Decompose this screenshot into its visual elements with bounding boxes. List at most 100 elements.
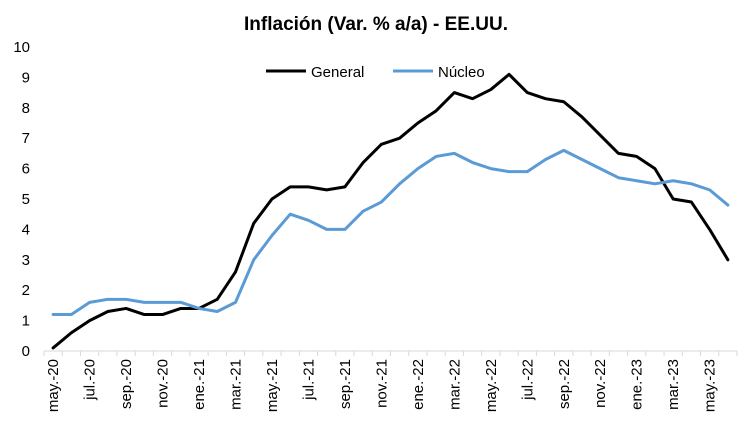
y-tick-label: 5 — [22, 191, 30, 208]
x-tick-label: ene.-23 — [629, 359, 646, 410]
data-point — [106, 310, 109, 313]
x-tick-label: may.-21 — [264, 359, 281, 412]
x-tick-label: sep.-22 — [556, 359, 573, 409]
x-tick-label: mar.-21 — [227, 359, 244, 410]
data-point — [161, 313, 164, 316]
data-point — [435, 155, 438, 158]
y-tick-label: 6 — [22, 161, 30, 178]
data-point — [198, 307, 201, 310]
data-point — [343, 185, 346, 188]
data-point — [471, 161, 474, 164]
data-point — [88, 301, 91, 304]
data-point — [562, 100, 565, 103]
data-point — [307, 219, 310, 222]
data-point — [380, 143, 383, 146]
data-point — [143, 313, 146, 316]
y-tick-label: 7 — [22, 130, 30, 147]
data-point — [289, 185, 292, 188]
data-point — [416, 167, 419, 170]
data-point — [106, 298, 109, 301]
data-point — [307, 185, 310, 188]
x-tick-label: mar.-22 — [446, 359, 463, 410]
y-tick-label: 1 — [22, 313, 30, 330]
data-point — [70, 331, 73, 334]
x-tick-label: mar.-23 — [665, 359, 682, 410]
data-point — [52, 346, 55, 349]
y-tick-label: 8 — [22, 100, 30, 117]
data-point — [708, 228, 711, 231]
data-point — [161, 301, 164, 304]
y-tick-label: 9 — [22, 69, 30, 86]
x-tick-label: ene.-22 — [410, 359, 427, 410]
data-point — [726, 204, 729, 207]
data-point — [599, 134, 602, 137]
data-point — [690, 182, 693, 185]
data-point — [562, 149, 565, 152]
data-point — [653, 182, 656, 185]
x-tick-label: jul.-21 — [300, 359, 317, 401]
data-point — [125, 298, 128, 301]
x-tick-label: jul.-20 — [82, 359, 99, 401]
series-line-nucleo — [51, 148, 730, 317]
data-point — [252, 222, 255, 225]
data-point — [289, 213, 292, 216]
data-point — [690, 201, 693, 204]
x-tick-label: may.-22 — [483, 359, 500, 412]
y-tick-label: 0 — [22, 343, 30, 360]
data-point — [708, 188, 711, 191]
data-point — [580, 158, 583, 161]
data-point — [398, 137, 401, 140]
data-point — [252, 258, 255, 261]
data-point — [325, 188, 328, 191]
data-point — [362, 210, 365, 213]
data-point — [234, 301, 237, 304]
data-point — [635, 155, 638, 158]
data-point — [471, 97, 474, 100]
x-tick-label: sep.-20 — [118, 359, 135, 409]
data-point — [544, 158, 547, 161]
data-point — [325, 228, 328, 231]
data-point — [270, 234, 273, 237]
data-point — [617, 152, 620, 155]
data-point — [489, 88, 492, 91]
data-point — [52, 313, 55, 316]
x-tick-label: nov.-20 — [155, 359, 172, 408]
data-point — [489, 167, 492, 170]
data-point — [179, 301, 182, 304]
data-point — [362, 161, 365, 164]
data-point — [270, 198, 273, 201]
data-point — [599, 167, 602, 170]
data-point — [544, 97, 547, 100]
data-point — [343, 228, 346, 231]
x-tick-label: nov.-22 — [592, 359, 609, 408]
series-line-general — [51, 72, 730, 350]
legend-label: Núcleo — [438, 64, 485, 81]
data-point — [216, 310, 219, 313]
data-point — [726, 258, 729, 261]
data-point — [234, 270, 237, 273]
data-point — [617, 176, 620, 179]
data-point — [143, 301, 146, 304]
chart-title: Inflación (Var. % a/a) - EE.UU. — [244, 14, 508, 35]
data-point — [453, 91, 456, 94]
data-point — [435, 109, 438, 112]
data-point — [453, 152, 456, 155]
data-point — [672, 179, 675, 182]
x-tick-label: ene.-21 — [191, 359, 208, 410]
data-point — [672, 198, 675, 201]
data-point — [580, 115, 583, 118]
y-tick-label: 2 — [22, 282, 30, 299]
data-point — [88, 319, 91, 322]
data-point — [508, 170, 511, 173]
x-tick-label: nov.-21 — [373, 359, 390, 408]
x-tick-label: may.-20 — [45, 359, 62, 412]
data-point — [398, 182, 401, 185]
y-tick-label: 3 — [22, 252, 30, 269]
data-point — [526, 170, 529, 173]
data-point — [508, 73, 511, 76]
data-point — [635, 179, 638, 182]
data-point — [380, 201, 383, 204]
data-point — [216, 298, 219, 301]
